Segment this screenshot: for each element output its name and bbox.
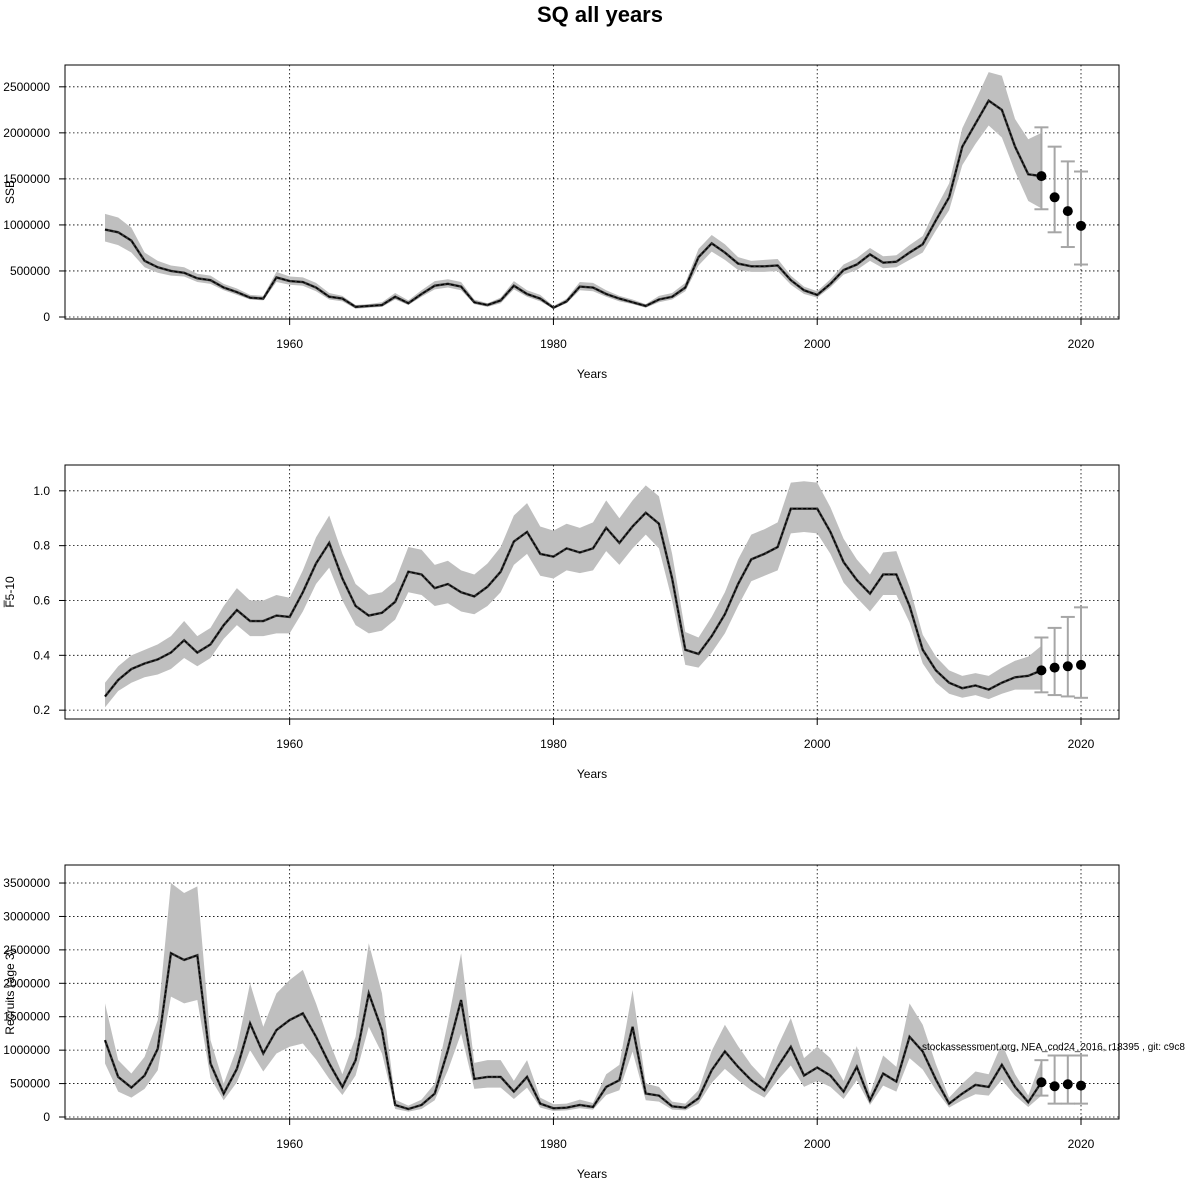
estimate-line-dashed: [104, 508, 1042, 697]
forecast-point: [1036, 171, 1047, 182]
y-tick-label: 1500000: [3, 172, 50, 186]
y-tick-label: 1000000: [3, 218, 50, 232]
forecast-point: [1076, 220, 1086, 231]
y-tick-label: 500000: [10, 264, 50, 278]
y-tick-label: 0: [43, 310, 50, 324]
confidence-band: [105, 72, 1042, 309]
forecast-point: [1049, 662, 1060, 673]
y-tick-label: 1.0: [33, 484, 50, 498]
y-tick-label: 500000: [10, 1077, 50, 1091]
footnote: stockassessment.org, NEA_cod24_2016, r18…: [922, 1042, 1185, 1053]
x-tick-label: 1960: [276, 337, 303, 351]
forecast-point: [1062, 661, 1073, 672]
y-tick-label: 0.6: [33, 593, 50, 607]
x-tick-label: 2020: [1068, 737, 1095, 751]
x-tick-label: 1960: [276, 737, 303, 751]
estimate-line-dashed: [104, 99, 1042, 309]
y-tick-label: 3500000: [3, 876, 50, 890]
estimate-line: [104, 98, 1042, 310]
forecast-point: [1049, 192, 1060, 203]
panel-recruits: 1960 1980 2000 2020 0 500000 1000000 1500000 200…: [3, 864, 1120, 1181]
panel-ssb: 1960 1980 2000 2020 0 500000 1000000 1500000 200…: [3, 64, 1120, 381]
x-tick-label: 2000: [804, 1137, 831, 1151]
y-tick-label: 2500000: [3, 943, 50, 957]
y-axis-title: Recruits (age 3): [3, 949, 17, 1034]
x-tick-label: 2000: [804, 337, 831, 351]
forecast-point: [1062, 206, 1073, 217]
x-tick-label: 2020: [1068, 337, 1095, 351]
y-tick-label: 1500000: [3, 1010, 50, 1024]
plot-frame: [64, 864, 1120, 1120]
y-tick-label: 0.4: [33, 648, 50, 662]
forecast-point: [1036, 665, 1047, 676]
y-tick-label: 0: [43, 1110, 50, 1124]
y-tick-label: 2000000: [3, 126, 50, 140]
panel-fbar: 1960 1980 2000 2020 0.2 0.4 0.6 0.8 1.0 Years F̅5-…: [3, 464, 1120, 781]
forecast-point: [1076, 659, 1086, 670]
plot-frame: [64, 464, 1120, 720]
y-axis-title: SSB: [3, 180, 17, 204]
forecast-point: [1076, 1080, 1086, 1091]
y-tick-label: 0.8: [33, 539, 50, 553]
forecast-point: [1049, 1081, 1060, 1092]
confidence-band: [105, 883, 1042, 1112]
x-tick-label: 2000: [804, 737, 831, 751]
y-tick-label: 1000000: [3, 1043, 50, 1057]
plot-frame: [64, 64, 1120, 320]
x-tick-label: 2020: [1068, 1137, 1095, 1151]
x-tick-label: 1980: [540, 337, 567, 351]
x-tick-label: 1960: [276, 1137, 303, 1151]
forecast-point: [1062, 1079, 1073, 1090]
y-axis-title: F̅5-10: [3, 576, 17, 608]
x-axis-title: Years: [577, 367, 607, 381]
x-axis-title: Years: [577, 767, 607, 781]
forecast-point: [1036, 1077, 1047, 1088]
y-tick-label: 2500000: [3, 80, 50, 94]
y-tick-label: 0.2: [33, 703, 50, 717]
chart-title: SQ all years: [537, 2, 663, 27]
confidence-band: [105, 481, 1042, 708]
y-tick-label: 2000000: [3, 976, 50, 990]
y-tick-label: 3000000: [3, 909, 50, 923]
estimate-line-dashed: [104, 952, 1042, 1110]
x-axis-title: Years: [577, 1167, 607, 1181]
x-tick-label: 1980: [540, 737, 567, 751]
x-tick-label: 1980: [540, 1137, 567, 1151]
